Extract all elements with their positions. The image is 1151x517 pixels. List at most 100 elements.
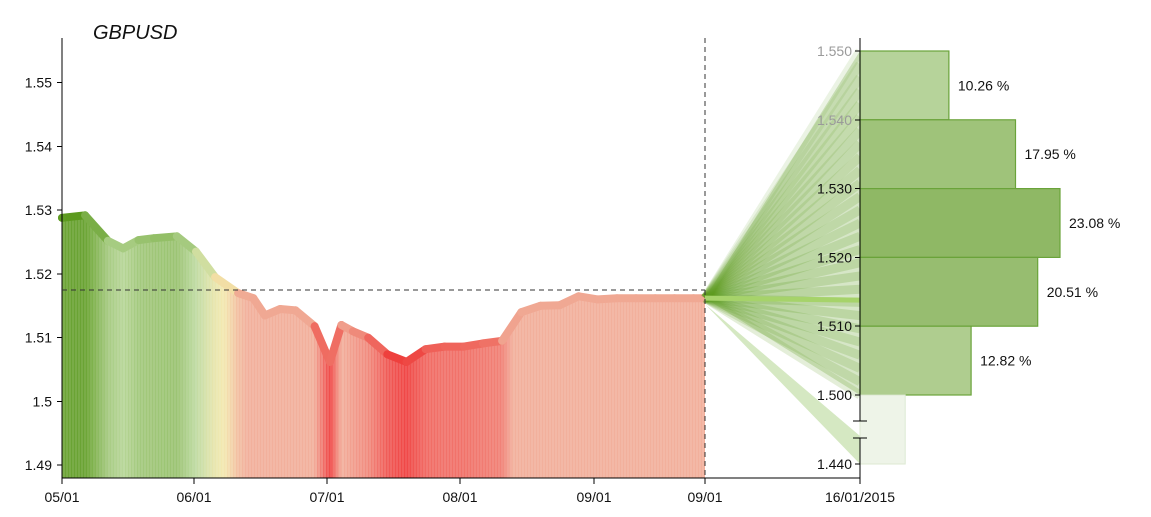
price-fill-strip xyxy=(236,215,240,478)
price-fill-strip xyxy=(686,215,690,478)
histogram-tail-bar xyxy=(859,394,906,465)
forecast-ray xyxy=(701,88,864,301)
price-fill-strip xyxy=(311,215,315,478)
price-fill-strip xyxy=(338,215,342,478)
price-fill-strip xyxy=(593,215,597,478)
histogram-percent-label: 12.82 % xyxy=(980,353,1031,369)
price-fill-strip xyxy=(668,215,672,478)
price-fill-strip xyxy=(257,215,261,478)
price-fill-strip xyxy=(272,215,276,478)
price-fill-strip xyxy=(254,215,258,478)
price-fill-strip xyxy=(278,215,282,478)
price-fill-strip xyxy=(587,215,591,478)
price-fill-strip xyxy=(554,215,558,478)
price-line-segment xyxy=(325,321,346,366)
price-fill-strip xyxy=(119,215,123,478)
x-tick-label: 16/01/2015 xyxy=(825,489,895,505)
price-fill-strip xyxy=(77,215,81,478)
price-fill-strip xyxy=(614,215,618,478)
price-fill-strip xyxy=(122,215,126,478)
price-fill-strip xyxy=(131,215,135,478)
price-fill-strip xyxy=(563,215,567,478)
forecast-ray xyxy=(702,294,863,386)
price-fill-strip xyxy=(557,215,561,478)
price-line-segment xyxy=(81,211,112,245)
price-fill-strip xyxy=(698,215,702,478)
axes: 1.49 1.5 1.51 1.52 1.53 1.54 1.55 05/01 06/01 07/… xyxy=(25,38,895,505)
price-fill-strip xyxy=(539,215,543,478)
price-line-segment xyxy=(172,232,200,256)
forecast-ray xyxy=(703,293,862,360)
price-fill-strip xyxy=(350,215,354,478)
price-fill-strip xyxy=(260,215,264,478)
price-fill-strip xyxy=(647,215,651,478)
price-fill-strip xyxy=(212,215,216,478)
histogram-percent-label: 23.08 % xyxy=(1069,215,1120,231)
price-fill-strip xyxy=(167,215,171,478)
price-fill-strip xyxy=(599,215,603,478)
price-fill-strip xyxy=(68,215,72,478)
price-fill-strip xyxy=(536,215,540,478)
price-fill-strip xyxy=(518,215,522,478)
price-fill-strip xyxy=(194,215,198,478)
price-fill-strip xyxy=(584,215,588,478)
price-fill-strip xyxy=(98,215,102,478)
forecast-tick-label: 1.530 xyxy=(817,181,852,197)
price-fill-strip xyxy=(365,215,369,478)
price-fill-strip xyxy=(671,215,675,478)
price-fill-strip xyxy=(134,215,138,478)
price-fill-strip xyxy=(641,215,645,478)
price-fill-strip xyxy=(149,215,153,478)
price-fill-strip xyxy=(158,215,162,478)
price-fill-strip xyxy=(590,215,594,478)
price-fill-strip xyxy=(656,215,660,478)
price-fill-strip xyxy=(266,215,270,478)
forecast-tick-label: 1.510 xyxy=(817,318,852,334)
forecast-tick-label: 1.520 xyxy=(817,249,852,265)
price-fill-strip xyxy=(575,215,579,478)
price-fill-strip xyxy=(533,215,537,478)
price-fill-strip xyxy=(218,215,222,478)
price-fill-strip xyxy=(605,215,609,478)
price-line-segment xyxy=(364,333,392,359)
forecast-tail-wedge xyxy=(705,304,860,464)
price-fill-strip xyxy=(86,215,90,478)
price-fill-strip xyxy=(317,215,321,478)
price-fill-strip xyxy=(542,215,546,478)
price-fill-strip xyxy=(293,215,297,478)
price-fill-strip xyxy=(176,215,180,478)
x-tick-label: 06/01 xyxy=(176,489,211,505)
price-fill-strip xyxy=(182,215,186,478)
price-fill-strip xyxy=(530,215,534,478)
price-fill-strip xyxy=(623,215,627,478)
price-fill-strip xyxy=(611,215,615,478)
price-fill-strip xyxy=(302,215,306,478)
y-tick-label: 1.54 xyxy=(25,138,52,154)
forecast-ray xyxy=(701,140,864,302)
price-fill-strip xyxy=(263,215,267,478)
price-line-segment xyxy=(310,322,334,366)
price-fill-strip xyxy=(197,215,201,478)
price-line-segment xyxy=(192,247,220,282)
price-fill-strip xyxy=(116,215,120,478)
price-fill-strip xyxy=(284,215,288,478)
forecast-ray xyxy=(702,294,863,399)
price-fill-strip xyxy=(188,215,192,478)
price-fill-strip xyxy=(359,215,363,478)
price-fill-strip xyxy=(140,215,144,478)
price-fill-strip xyxy=(635,215,639,478)
price-fill-strip xyxy=(80,215,84,478)
histogram-bar xyxy=(859,256,1039,327)
price-line-segment xyxy=(498,308,526,345)
price-fill-strip xyxy=(227,215,231,478)
price-fill-strip xyxy=(230,215,234,478)
price-fill-strip xyxy=(125,215,129,478)
price-fill-strip xyxy=(185,215,189,478)
price-fill-strip xyxy=(62,215,66,478)
price-fill-strip xyxy=(368,215,372,478)
forecast-ray xyxy=(701,74,864,301)
price-fill-strip xyxy=(578,215,582,478)
forecast-ray xyxy=(702,192,863,302)
histogram-bar xyxy=(859,119,1017,190)
